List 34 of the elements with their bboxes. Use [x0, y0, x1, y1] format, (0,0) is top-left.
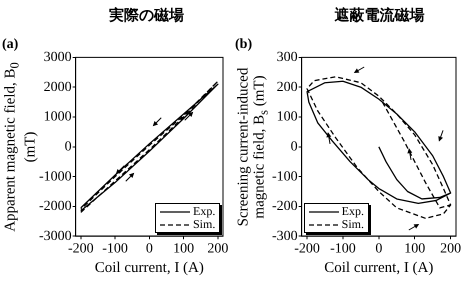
- y-tick-label: 100: [276, 110, 298, 125]
- y-tick-label: 200: [276, 80, 298, 95]
- y-tick-label: -2000: [38, 199, 72, 214]
- x-tick-label: -100: [330, 241, 356, 256]
- y-tick-label: 1000: [44, 110, 72, 125]
- x-tick-label: 0: [146, 241, 153, 256]
- legend-label: Exp.: [193, 204, 216, 218]
- chart-title: 遮蔽電流磁場: [334, 6, 426, 25]
- legend-label: Sim.: [193, 217, 216, 232]
- y-tick-label: -100: [272, 169, 298, 184]
- text: (b): [235, 37, 252, 53]
- x-tick-label: 100: [173, 241, 194, 256]
- y-tick-label: -1000: [38, 169, 72, 184]
- y-tick-label: 0: [64, 139, 72, 154]
- y-tick-label: 2000: [44, 80, 72, 95]
- x-tick-label: 100: [404, 241, 426, 256]
- x-tick-label: -100: [102, 241, 128, 256]
- x-tick-label: -200: [294, 241, 320, 256]
- x-tick-label: 200: [440, 241, 462, 256]
- text: (a): [2, 37, 18, 53]
- y-tick-label: 0: [290, 139, 298, 154]
- y-tick-label: -200: [272, 199, 298, 214]
- chart-title: 実際の磁場: [108, 6, 185, 25]
- x-tick-label: -200: [68, 241, 94, 256]
- y-tick-label: -3000: [38, 228, 72, 244]
- x-tick-label: 0: [375, 241, 382, 256]
- x-tick-label: 200: [207, 241, 228, 256]
- x-axis-title: Coil current, I (A): [323, 260, 434, 277]
- legend-label: Sim.: [342, 217, 364, 232]
- y-tick-label: 300: [276, 50, 298, 66]
- legend-label: Exp.: [342, 204, 364, 218]
- y-tick-label: -300: [272, 228, 298, 244]
- x-axis-title: Coil current, I (A): [94, 260, 205, 277]
- y-tick-label: 3000: [44, 50, 72, 66]
